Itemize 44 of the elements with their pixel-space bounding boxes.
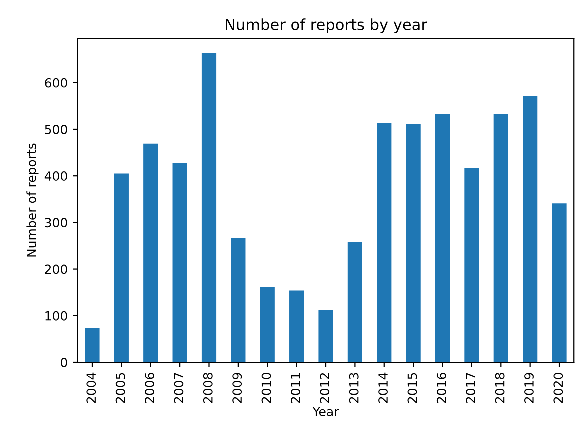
bar — [144, 144, 158, 363]
bar — [523, 96, 538, 363]
bar — [260, 287, 275, 363]
y-tick-label: 500 — [45, 124, 68, 134]
x-tick-label: 2014 — [378, 372, 388, 404]
chart-title: Number of reports by year — [226, 18, 428, 34]
x-tick-label: 2017 — [466, 373, 476, 404]
y-axis-title: Number of reports — [26, 144, 39, 257]
bar — [406, 124, 421, 363]
x-tick-label: 2016 — [436, 373, 446, 404]
x-tick-label: 2010 — [262, 373, 272, 404]
x-tick-label: 2008 — [203, 373, 213, 404]
bar — [494, 114, 508, 363]
x-tick-label: 2009 — [232, 373, 242, 404]
x-tick-label: 2006 — [145, 373, 154, 404]
x-tick-label: 2011 — [290, 373, 300, 404]
x-tick-label: 2018 — [495, 373, 505, 404]
x-tick-label: 2013 — [349, 373, 359, 404]
bar — [318, 310, 334, 363]
bar — [377, 122, 392, 363]
bar — [290, 290, 304, 363]
x-tick-label: 2012 — [320, 373, 330, 404]
y-tick-label: 0 — [61, 358, 68, 368]
bar — [348, 242, 362, 363]
y-tick-label: 100 — [46, 311, 68, 321]
bar — [435, 114, 450, 363]
x-tick-label: 2004 — [86, 372, 96, 404]
x-axis-title: Year — [312, 407, 340, 416]
bar — [114, 174, 129, 363]
bar — [202, 53, 217, 363]
bar — [464, 168, 480, 363]
x-tick-label: 2007 — [174, 373, 184, 404]
bar — [552, 204, 567, 363]
x-tick-label: 2020 — [554, 373, 564, 404]
bar — [231, 238, 246, 363]
bar — [172, 164, 188, 363]
y-tick-label: 400 — [44, 172, 68, 182]
y-tick-label: 200 — [45, 264, 68, 274]
x-tick-label: 2005 — [116, 373, 126, 404]
y-tick-label: 600 — [45, 78, 68, 88]
x-tick-label: 2015 — [408, 373, 418, 404]
bar — [85, 328, 100, 363]
y-tick-label: 300 — [45, 218, 68, 228]
x-tick-label: 2019 — [524, 373, 534, 404]
